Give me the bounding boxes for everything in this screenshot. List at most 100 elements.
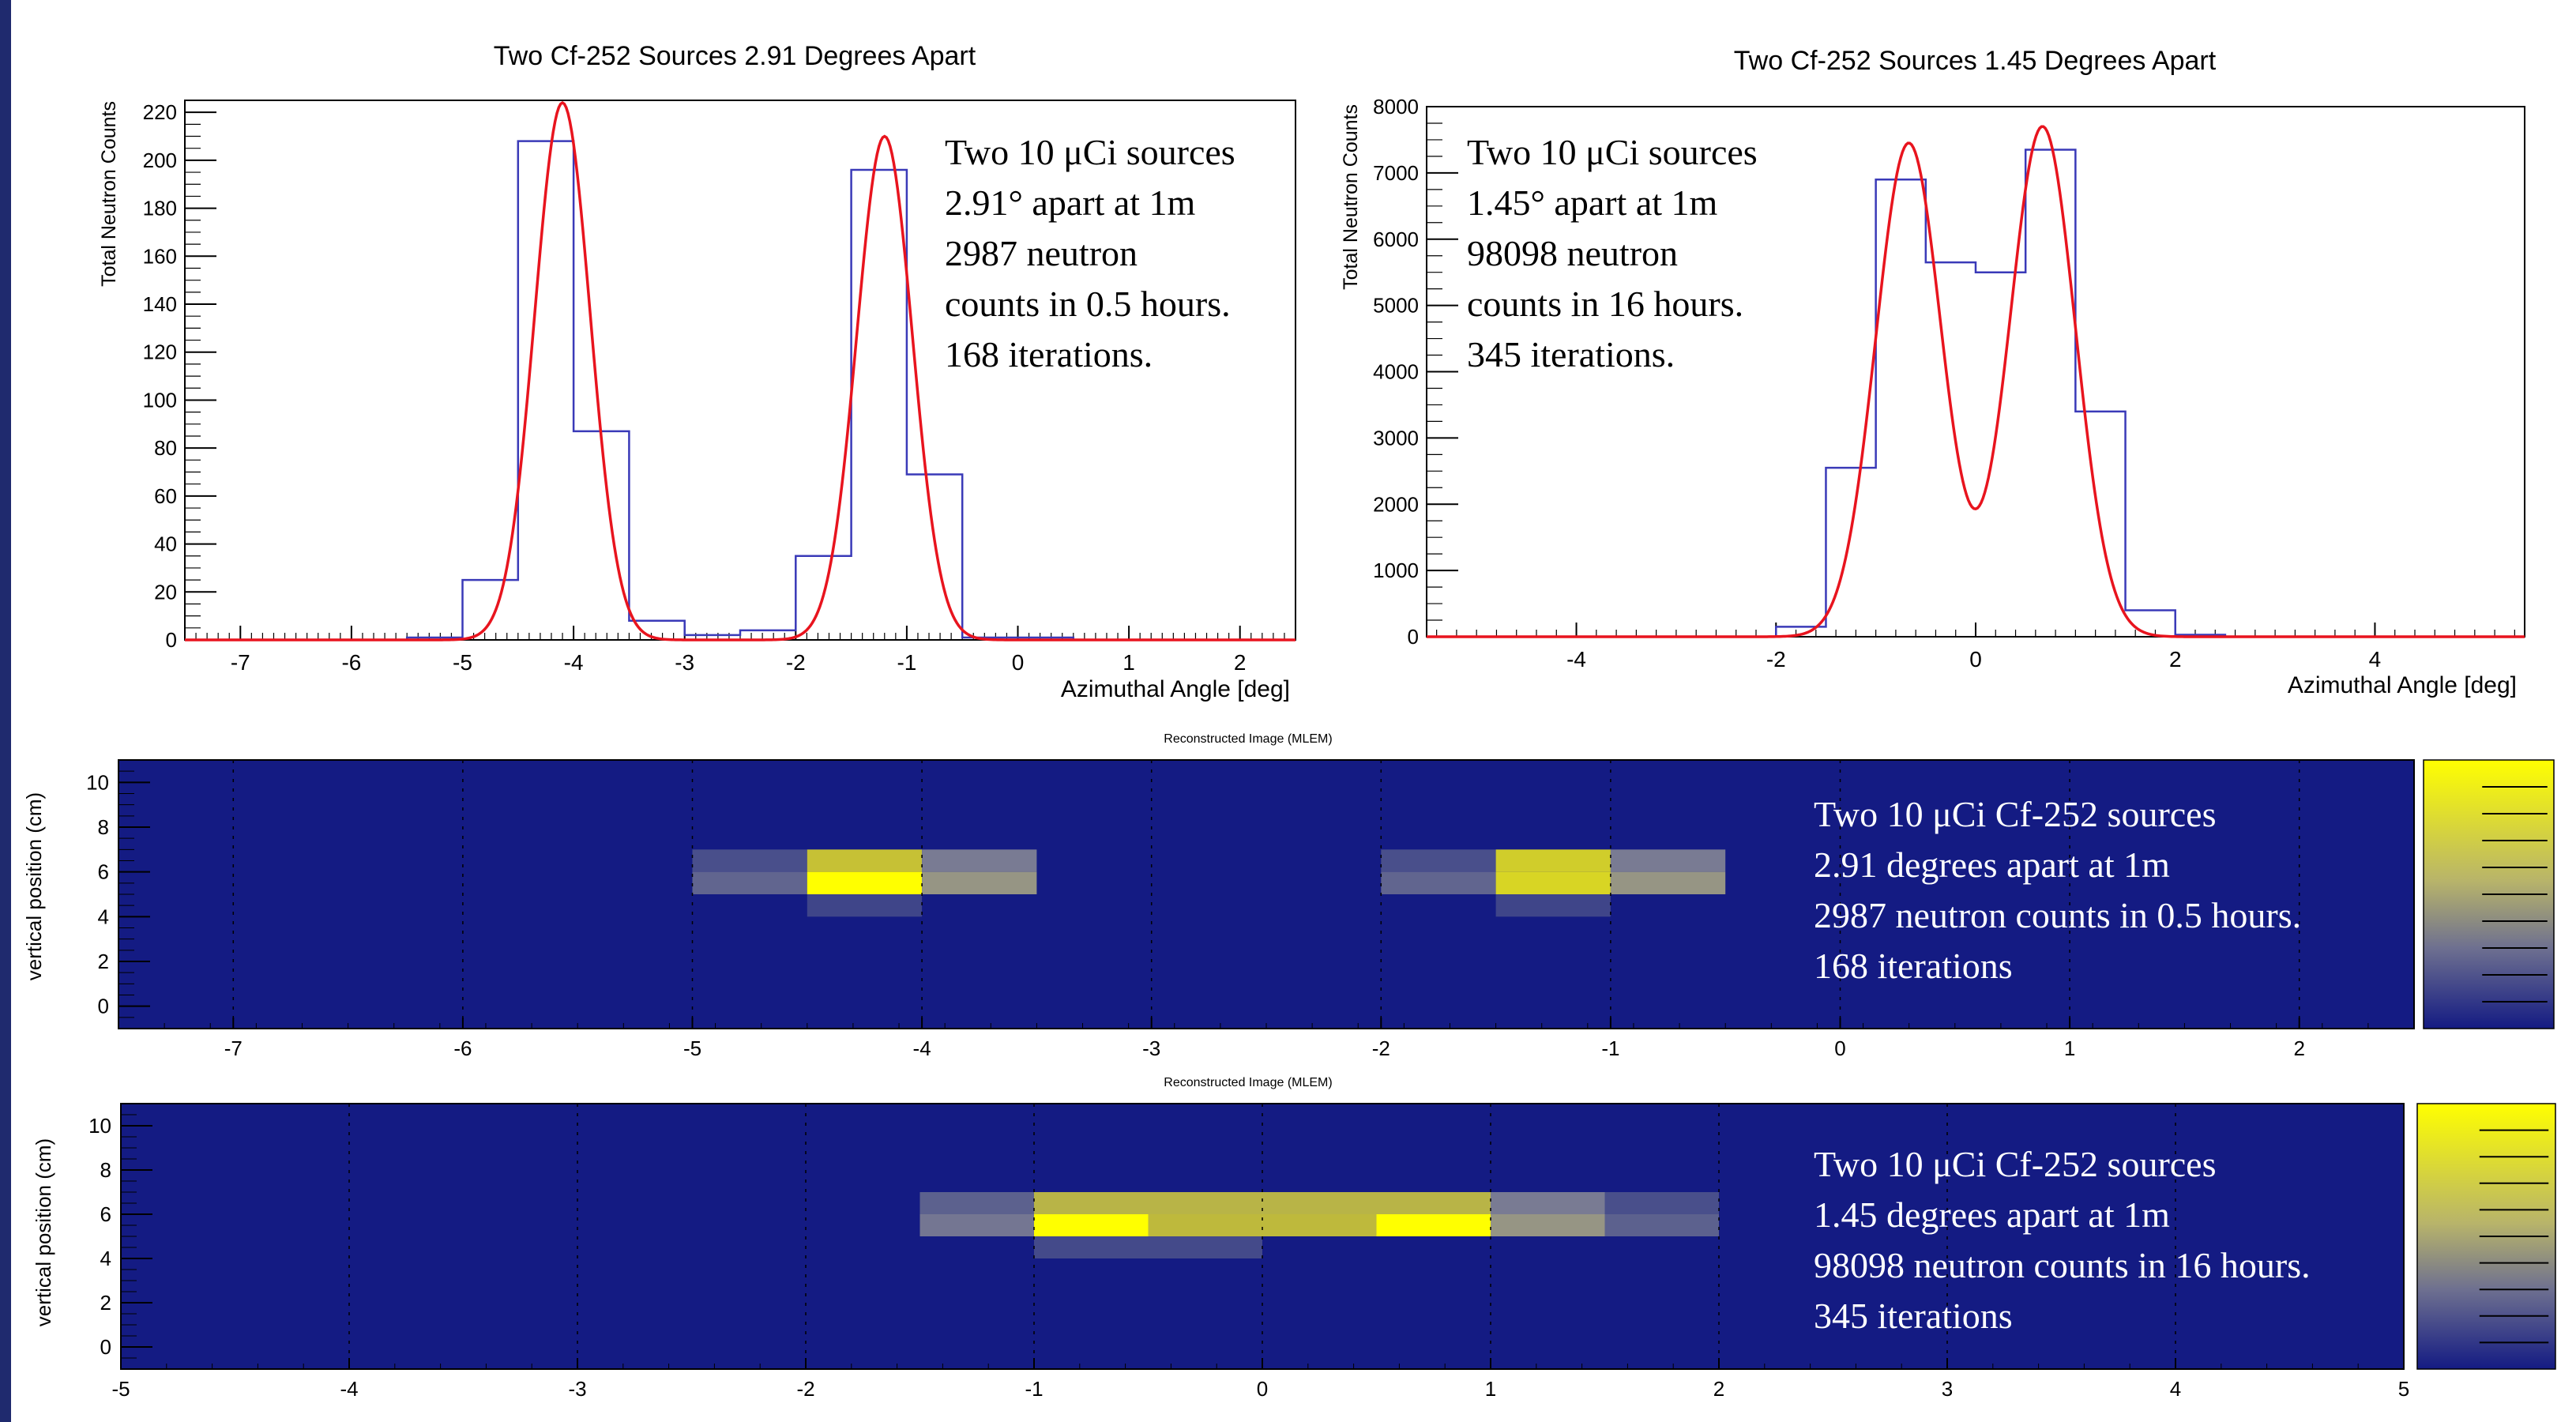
heatmap-cells [692, 849, 1726, 917]
y-tick-label: 120 [143, 340, 177, 364]
heatmap-cell [807, 871, 923, 894]
y-tick-label: 160 [143, 244, 177, 268]
heatmap-cell [1491, 1214, 1605, 1236]
annotation-line-3: 98098 neutron counts in 16 hours. [1814, 1245, 2311, 1285]
y-tick-label: 5000 [1373, 294, 1419, 318]
y-tick-label: 1000 [1373, 559, 1419, 582]
annotation-line-1: Two 10 μCi Cf-252 sources [1814, 1144, 2217, 1184]
annotation-line-4: 168 iterations [1814, 946, 2013, 986]
y-axis-label: Total Neutron Counts [1340, 104, 1362, 290]
annotation-line-1: Two 10 μCi sources [945, 132, 1235, 172]
y-tick-label: 6 [100, 1202, 111, 1226]
annotation-line-4: counts in 16 hours. [1467, 284, 1743, 324]
annotation-box: Two 10 μCi Cf-252 sources 1.45 degrees a… [1814, 1144, 2311, 1336]
heatmap-cell [1604, 1214, 1719, 1236]
x-tick-label: -2 [796, 1377, 814, 1401]
y-tick-label: 8 [98, 815, 109, 839]
image-area [118, 760, 2414, 1029]
heatmap-cell [1604, 1192, 1719, 1214]
annotation-line-2: 2.91° apart at 1m [945, 182, 1196, 223]
chart-marks [185, 100, 1296, 641]
mlem-image-2-91-deg: Reconstructed Image (MLEM) vertical posi… [22, 732, 2555, 1060]
tick-group: -5 -4 -3 -2 -1 0 1 2 3 4 5 0 2 4 6 8 10 [88, 1103, 2409, 1401]
histogram-chart-1-45-deg: Two Cf-252 Sources 1.45 Degrees Apart Az… [1340, 46, 2525, 698]
heatmap-cell [1381, 871, 1496, 894]
x-tick-label: -5 [111, 1377, 130, 1401]
y-tick-label: 7000 [1373, 161, 1419, 185]
color-scale [2416, 1103, 2556, 1370]
x-tick-label: 3 [1942, 1377, 1953, 1401]
x-tick-label: 1 [1123, 650, 1135, 675]
plot-frame [118, 759, 2415, 1029]
x-tick-label: -2 [1372, 1036, 1390, 1060]
mlem-image-1-45-deg: Reconstructed Image (MLEM) vertical posi… [32, 1076, 2556, 1401]
x-tick-label: -5 [453, 650, 472, 675]
y-tick-label: 0 [166, 628, 177, 652]
tick-group: -7 -6 -5 -4 -3 -2 -1 0 1 202040608010012014016018… [143, 100, 1296, 675]
y-tick-label: 4000 [1373, 360, 1419, 384]
x-tick-label: 2 [1713, 1377, 1724, 1401]
tick-group: -7 -6 -5 -4 -3 -2 -1 0 1 2 0 2 4 6 8 10 [86, 759, 2415, 1060]
x-tick-label: -4 [1566, 647, 1586, 672]
heatmap-cell [807, 849, 923, 872]
histogram-series [185, 140, 1296, 641]
x-tick-label: -1 [1601, 1036, 1619, 1060]
y-tick-label: 2000 [1373, 492, 1419, 516]
x-tick-label: 0 [1257, 1377, 1268, 1401]
y-tick-label: 140 [143, 292, 177, 316]
x-axis-label: Azimuthal Angle [deg] [2288, 672, 2517, 698]
y-tick-label: 0 [100, 1335, 111, 1359]
heatmap-cell [1262, 1214, 1377, 1236]
y-tick-label: 4 [100, 1247, 111, 1270]
histogram-chart-2-91-deg: Two Cf-252 Sources 2.91 Degrees Apart Az… [98, 41, 1296, 702]
y-axis-label: vertical position (cm) [22, 792, 46, 980]
x-tick-label: -3 [675, 650, 694, 675]
annotation-line-3: 98098 neutron [1467, 233, 1678, 273]
heatmap-cell [1495, 871, 1611, 894]
heatmap-cell [1610, 871, 1726, 894]
annotation-box: Two 10 μCi sources 2.91° apart at 1m 298… [945, 132, 1235, 374]
x-tick-label: -1 [897, 650, 916, 675]
x-tick-label: -6 [453, 1036, 472, 1060]
heatmap-cell [1495, 849, 1611, 872]
x-tick-label: -5 [683, 1036, 701, 1060]
x-tick-label: 5 [2398, 1377, 2409, 1401]
heatmap-cell [1034, 1214, 1149, 1236]
plot-frame [120, 1103, 2405, 1370]
chart-title: Two Cf-252 Sources 2.91 Degrees Apart [494, 41, 976, 71]
y-tick-label: 60 [154, 484, 177, 508]
x-tick-label: 0 [1012, 650, 1025, 675]
y-tick-label: 100 [143, 388, 177, 412]
left-accent-bar [0, 0, 11, 1422]
heatmap-cell [1034, 1236, 1149, 1258]
heatmap-cell [1148, 1214, 1262, 1236]
heatmap-cell [1148, 1192, 1262, 1214]
y-tick-label: 40 [154, 532, 177, 556]
y-tick-label: 8000 [1373, 95, 1419, 118]
y-tick-label: 10 [88, 1114, 111, 1138]
heatmap-cell [692, 849, 807, 872]
y-tick-label: 200 [143, 149, 177, 172]
heatmap-cell [922, 871, 1037, 894]
heatmap-cell [1381, 849, 1496, 872]
chart-title: Reconstructed Image (MLEM) [1164, 1076, 1332, 1089]
x-tick-label: 2 [2293, 1036, 2304, 1060]
x-axis-label: Azimuthal Angle [deg] [1061, 676, 1290, 702]
color-scale-frame [2423, 759, 2555, 1029]
annotation-line-5: 168 iterations. [945, 334, 1153, 374]
heatmap-cell [1376, 1214, 1491, 1236]
chart-marks [1427, 125, 2525, 638]
chart-title: Two Cf-252 Sources 1.45 Degrees Apart [1734, 46, 2217, 76]
x-tick-label: -7 [231, 650, 250, 675]
heatmap-cell [1491, 1192, 1605, 1214]
x-tick-label: 0 [1969, 647, 1982, 672]
x-tick-label: -2 [1766, 647, 1786, 672]
x-tick-label: -3 [1142, 1036, 1160, 1060]
y-tick-label: 80 [154, 436, 177, 460]
y-tick-label: 20 [154, 580, 177, 604]
heatmap-cell [1610, 849, 1726, 872]
heatmap-cell [692, 871, 807, 894]
heatmap-cell [1262, 1192, 1377, 1214]
y-axis-label: vertical position (cm) [32, 1138, 55, 1326]
